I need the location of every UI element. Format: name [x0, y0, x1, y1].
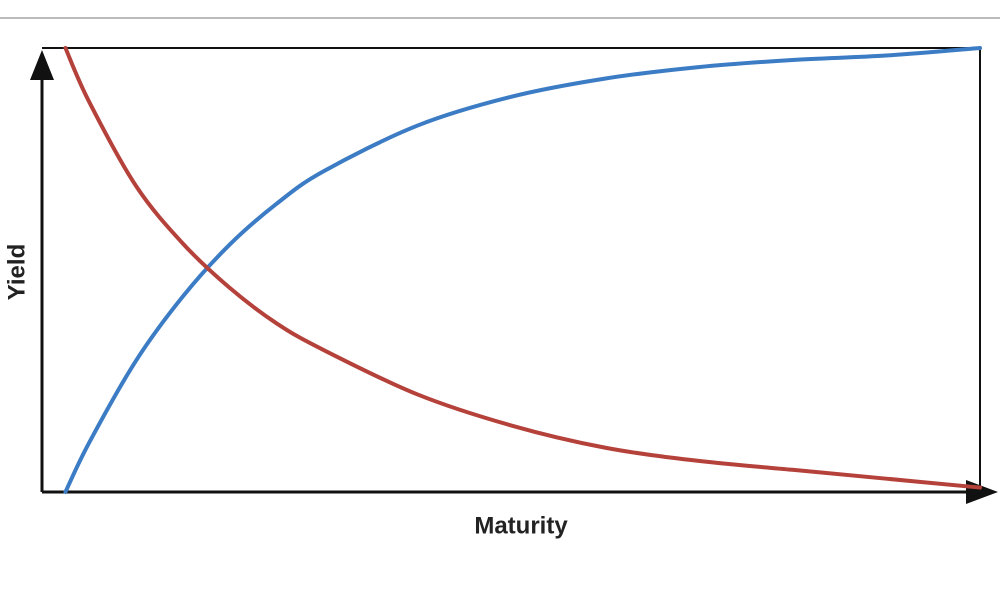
y-axis-arrow: [30, 50, 54, 80]
x-axis-label: Maturity: [474, 512, 568, 539]
y-axis-label: Yield: [3, 244, 30, 300]
x-axis-arrow: [966, 480, 998, 504]
line-series: [63, 46, 982, 494]
line-series: [63, 46, 982, 490]
